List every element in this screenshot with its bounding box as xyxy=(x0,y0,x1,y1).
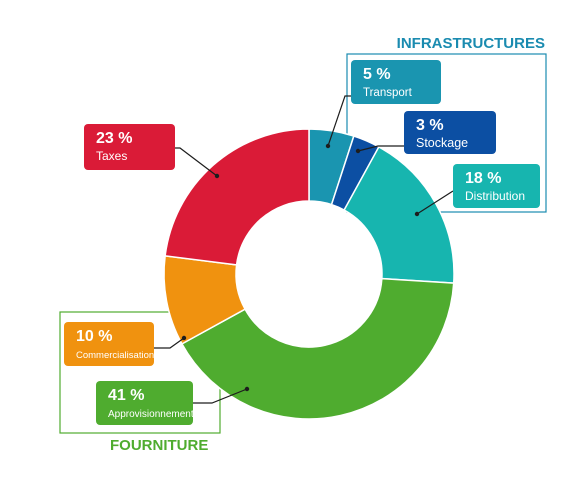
category-label-distribution: Distribution xyxy=(465,189,525,203)
leader-line-distribution xyxy=(416,190,454,215)
leader-line-stockage xyxy=(357,145,404,152)
category-label-stockage: Stockage xyxy=(416,136,468,150)
fourniture-group-title: FOURNITURE xyxy=(110,437,208,454)
leader-dot-commercialisation xyxy=(181,335,187,341)
label-box-taxes xyxy=(84,124,175,170)
leader-line-taxes xyxy=(175,147,218,177)
category-label-transport: Transport xyxy=(363,87,413,99)
leader-dot-approvisionnement xyxy=(244,386,250,392)
slice-distribution xyxy=(343,145,455,284)
leader-dot-transport xyxy=(325,143,331,149)
label-box-commercialisation xyxy=(64,322,154,366)
leader-line-transport xyxy=(327,95,351,147)
percent-label-commercialisation: 10 % xyxy=(76,328,112,345)
label-box-transport xyxy=(351,60,441,104)
infrastructures-group-title: INFRASTRUCTURES xyxy=(397,35,545,52)
label-box-distribution xyxy=(453,164,540,208)
callouts: 5 % Transport 3 % Stockage 18 % Distribution 4… xyxy=(64,60,540,425)
percent-label-taxes: 23 % xyxy=(96,130,132,147)
percent-label-distribution: 18 % xyxy=(465,170,501,187)
percent-label-approvisionnement: 41 % xyxy=(108,387,144,404)
slice-taxes xyxy=(164,128,310,266)
leader-line-approvisionnement xyxy=(193,388,248,404)
percent-label-stockage: 3 % xyxy=(416,117,444,134)
infrastructures-group-frame xyxy=(346,53,547,213)
leader-dot-taxes xyxy=(214,173,220,179)
leader-dot-distribution xyxy=(414,211,420,217)
leader-line-commercialisation xyxy=(154,337,185,349)
leader-dot-stockage xyxy=(355,148,361,154)
donut-slices xyxy=(163,128,455,420)
category-label-approvisionnement: Approvisionnement xyxy=(108,409,194,420)
slice-approvisionnement xyxy=(180,277,455,420)
label-box-approvisionnement xyxy=(96,381,193,425)
category-label-taxes: Taxes xyxy=(96,149,127,163)
percent-label-transport: 5 % xyxy=(363,66,391,83)
category-label-commercialisation: Commercialisation xyxy=(76,350,154,361)
label-box-stockage xyxy=(404,111,496,154)
